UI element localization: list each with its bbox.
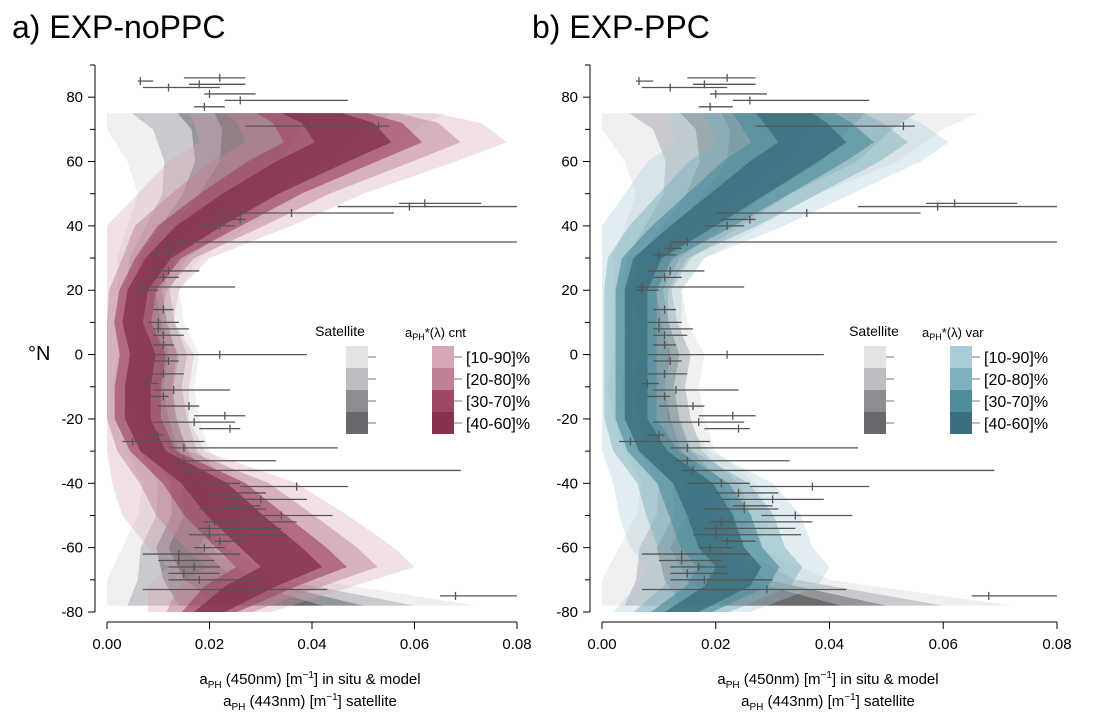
panel-title-b: b) EXP-PPC bbox=[532, 9, 710, 45]
x-tick-label-b: 0.06 bbox=[929, 636, 958, 653]
y-tick-label-b: 80 bbox=[561, 89, 578, 106]
legend-model-swatch-2-b bbox=[950, 368, 972, 390]
legend-satellite-swatch-1-b bbox=[864, 346, 886, 368]
y-tick-label-b: -80 bbox=[556, 604, 578, 621]
x-axis-label-line2-b: aPH (443nm) [m−1] satellite bbox=[741, 692, 915, 713]
y-tick-label-b: -40 bbox=[556, 475, 578, 492]
x-tick-label-b: 0.04 bbox=[815, 636, 844, 653]
y-tick-label-a: -60 bbox=[61, 540, 83, 557]
legend-model-title-a: aPH*(λ) cnt bbox=[405, 325, 466, 342]
y-tick-label-a: 20 bbox=[66, 282, 83, 299]
y-tick-label-b: -60 bbox=[556, 540, 578, 557]
y-tick-label-a: 60 bbox=[66, 154, 83, 171]
legend-model-swatch-1-b bbox=[950, 346, 972, 368]
legend-band-label-4-b: [40-60]% bbox=[984, 416, 1048, 433]
legend-model-swatch-2-a bbox=[432, 368, 454, 390]
axes-a: -80 -60 -40 -20 0 20 40 60 80 0.00 0.02 0.04 0.06 0.0… bbox=[61, 64, 532, 653]
y-tick-label-a: -20 bbox=[61, 411, 83, 428]
x-tick-label-a: 0.06 bbox=[400, 636, 429, 653]
y-tick-label-b: 20 bbox=[561, 282, 578, 299]
y-tick-label-b: 60 bbox=[561, 154, 578, 171]
panel-title-a: a) EXP-noPPC bbox=[12, 9, 225, 45]
legend-band-label-2-b: [20-80]% bbox=[984, 372, 1048, 389]
legend-band-label-3-a: [30-70]% bbox=[466, 394, 530, 411]
legend-satellite-swatch-4-a bbox=[346, 412, 368, 434]
y-tick-label-a: 40 bbox=[66, 218, 83, 235]
x-tick-label-a: 0.00 bbox=[92, 636, 121, 653]
y-tick-label-a: -40 bbox=[61, 475, 83, 492]
x-axis-label-a: aPH (450nm) [m−1] in situ & model aPH (4… bbox=[199, 670, 420, 713]
y-tick-label-b: 0 bbox=[570, 347, 578, 364]
y-tick-label-a: -80 bbox=[61, 604, 83, 621]
x-axis-label-line1-b: aPH (450nm) [m−1] in situ & model bbox=[717, 670, 938, 691]
legend-model-swatch-4-a bbox=[432, 412, 454, 434]
legend-satellite-swatch-2-b bbox=[864, 368, 886, 390]
legend-a: [10-90]% [20-80]% [30-70]% [40-60]% bbox=[346, 346, 530, 434]
x-axis-label-line2-a: aPH (443nm) [m−1] satellite bbox=[223, 692, 397, 713]
legend-model-swatch-3-b bbox=[950, 390, 972, 412]
legend-band-label-1-b: [10-90]% bbox=[984, 350, 1048, 367]
y-tick-label-b: -20 bbox=[556, 411, 578, 428]
legend-satellite-title-b: Satellite bbox=[849, 323, 899, 339]
y-axis-label-a: °N bbox=[28, 343, 50, 365]
legend-model-swatch-3-a bbox=[432, 390, 454, 412]
x-tick-label-b: 0.08 bbox=[1042, 636, 1071, 653]
legend-band-label-4-a: [40-60]% bbox=[466, 416, 530, 433]
model-band-4-b bbox=[624, 113, 847, 613]
legend-satellite-swatch-2-a bbox=[346, 368, 368, 390]
legend-satellite-swatch-4-b bbox=[864, 412, 886, 434]
legend-satellite-swatch-1-a bbox=[346, 346, 368, 368]
legend-satellite-title-a: Satellite bbox=[315, 323, 365, 339]
legend-satellite-swatch-3-b bbox=[864, 390, 886, 412]
x-tick-label-b: 0.00 bbox=[587, 636, 616, 653]
y-tick-label-b: 40 bbox=[561, 218, 578, 235]
x-tick-label-b: 0.02 bbox=[701, 636, 730, 653]
legend-model-title-b: aPH*(λ) var bbox=[922, 325, 984, 342]
panel-a: a) EXP-noPPC °N -80 -60 -40 -20 0 20 40 60 80 0.0… bbox=[12, 9, 532, 713]
y-tick-label-a: 0 bbox=[75, 347, 83, 364]
x-tick-label-a: 0.04 bbox=[297, 636, 326, 653]
x-axis-label-b: aPH (450nm) [m−1] in situ & model aPH (4… bbox=[717, 670, 938, 713]
axes-b: -80 -60 -40 -20 0 20 40 60 80 0.00 0.02 0.04 0.06 0.0… bbox=[556, 64, 1072, 653]
x-tick-label-a: 0.08 bbox=[502, 636, 531, 653]
legend-b: [10-90]% [20-80]% [30-70]% [40-60]% bbox=[864, 346, 1048, 434]
model-band-4-a bbox=[122, 113, 392, 613]
legend-model-swatch-1-a bbox=[432, 346, 454, 368]
y-tick-label-a: 80 bbox=[66, 89, 83, 106]
legend-model-swatch-4-b bbox=[950, 412, 972, 434]
legend-satellite-swatch-3-a bbox=[346, 390, 368, 412]
panel-b: b) EXP-PPC -80 -60 -40 -20 0 20 40 60 80 0.00 0.02… bbox=[532, 9, 1072, 713]
plot-area-a bbox=[107, 73, 517, 613]
plot-area-b bbox=[602, 73, 1057, 613]
legend-band-label-1-a: [10-90]% bbox=[466, 350, 530, 367]
legend-band-label-2-a: [20-80]% bbox=[466, 372, 530, 389]
x-tick-label-a: 0.02 bbox=[195, 636, 224, 653]
x-axis-label-line1-a: aPH (450nm) [m−1] in situ & model bbox=[199, 670, 420, 691]
legend-band-label-3-b: [30-70]% bbox=[984, 394, 1048, 411]
